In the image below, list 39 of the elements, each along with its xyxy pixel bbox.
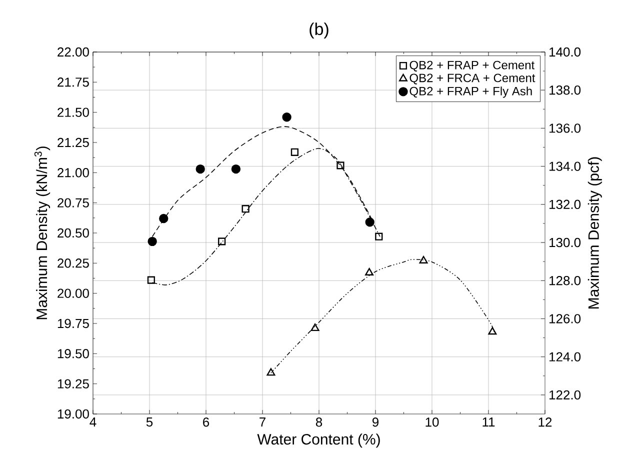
x-axis-title: Water Content (%) [257,434,380,448]
y-tick-label: 20.25 [58,258,89,268]
y2-tick-label: 136.0 [550,124,581,133]
y-tick-label: 21.75 [58,78,89,87]
y-tick-label: 21.00 [58,168,89,178]
y2-tick-label: 124.0 [550,352,581,362]
y2-tick-label: 138.0 [550,85,581,95]
y-tick-label: 22.00 [58,47,89,57]
x-tick-label: 11 [482,418,495,426]
legend-label: QB2 + FRAP + Cement [410,60,535,72]
y-tick-label: 21.25 [58,138,89,148]
legend-label: QB2 + FRCA + Cement [410,74,536,84]
x-tick-label: 10 [426,418,439,427]
x-tick-label: 9 [372,418,378,427]
y-tick-label: 19.75 [58,318,89,328]
y2-tick-label: 122.0 [550,390,581,400]
y2-axis-title: Maximum Density (pcf) [588,157,602,308]
y2-tick-label: 130.0 [550,238,581,248]
y-tick-label: 19.50 [58,349,89,358]
y2-tick-label: 126.0 [550,314,581,324]
x-tick-label: 12 [538,418,552,427]
x-tick-label: 4 [90,418,96,426]
x-tick-label: 8 [316,418,322,427]
y-tick-label: 20.75 [58,198,89,208]
legend-label: QB2 + FRAP + Fly Ash [410,86,532,98]
y-axis-title: Maximum Density (kN/m$^{3}$) [34,146,50,320]
y-tick-label: 20.00 [58,288,89,298]
x-tick-label: 5 [146,418,153,427]
y2-tick-label: 134.0 [550,162,581,171]
y-tick-label: 19.25 [58,379,89,388]
y-tick-label: 21.50 [58,108,89,117]
y2-tick-label: 128.0 [550,276,581,286]
y-tick-label: 20.50 [58,228,89,238]
x-tick-label: 7 [260,418,266,426]
x-tick-label: 6 [203,418,210,427]
y2-tick-label: 140.0 [550,47,581,57]
y-tick-label: 19.00 [58,409,89,419]
y2-tick-label: 132.0 [550,200,581,210]
chart-title: (b) [310,22,328,38]
